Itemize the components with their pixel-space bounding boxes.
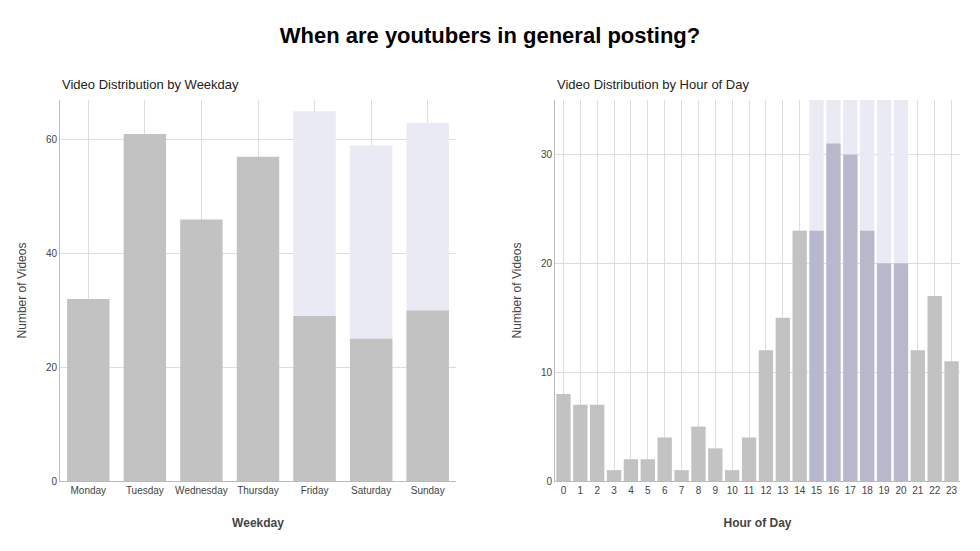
svg-text:21: 21 [912,485,924,496]
svg-text:Saturday: Saturday [351,485,391,496]
svg-text:3: 3 [611,485,617,496]
svg-text:17: 17 [845,485,857,496]
svg-text:20: 20 [541,258,553,269]
svg-text:Number of Videos: Number of Videos [15,243,29,339]
svg-text:16: 16 [828,485,840,496]
svg-text:Friday: Friday [301,485,329,496]
svg-text:When are youtubers in general: When are youtubers in general posting? [280,23,701,48]
svg-text:19: 19 [878,485,890,496]
svg-text:Video Distribution by Hour of: Video Distribution by Hour of Day [557,77,749,92]
svg-text:13: 13 [777,485,789,496]
svg-text:18: 18 [862,485,874,496]
svg-text:Weekday: Weekday [232,516,284,530]
svg-text:20: 20 [46,362,58,373]
svg-text:12: 12 [760,485,772,496]
svg-text:10: 10 [727,485,739,496]
svg-text:23: 23 [946,485,958,496]
svg-text:Sunday: Sunday [411,485,445,496]
svg-text:8: 8 [696,485,702,496]
svg-text:20: 20 [895,485,907,496]
svg-text:Thursday: Thursday [237,485,279,496]
svg-text:11: 11 [744,485,755,496]
svg-text:15: 15 [811,485,823,496]
svg-text:40: 40 [46,248,58,259]
svg-text:0: 0 [561,485,567,496]
svg-text:0: 0 [51,476,57,487]
svg-text:14: 14 [794,485,806,496]
svg-text:10: 10 [541,367,553,378]
svg-text:7: 7 [679,485,685,496]
svg-text:Number of Videos: Number of Videos [510,243,524,339]
svg-text:60: 60 [46,134,58,145]
svg-text:0: 0 [546,476,552,487]
svg-text:6: 6 [662,485,668,496]
svg-text:9: 9 [713,485,719,496]
svg-text:5: 5 [645,485,651,496]
svg-text:Tuesday: Tuesday [126,485,164,496]
svg-text:22: 22 [929,485,941,496]
svg-text:Hour of Day: Hour of Day [723,516,791,530]
svg-text:Wednesday: Wednesday [175,485,228,496]
svg-text:4: 4 [628,485,634,496]
svg-text:2: 2 [594,485,600,496]
svg-text:30: 30 [541,149,553,160]
svg-text:1: 1 [578,485,584,496]
svg-text:Monday: Monday [71,485,107,496]
svg-text:Video Distribution by Weekday: Video Distribution by Weekday [62,77,239,92]
